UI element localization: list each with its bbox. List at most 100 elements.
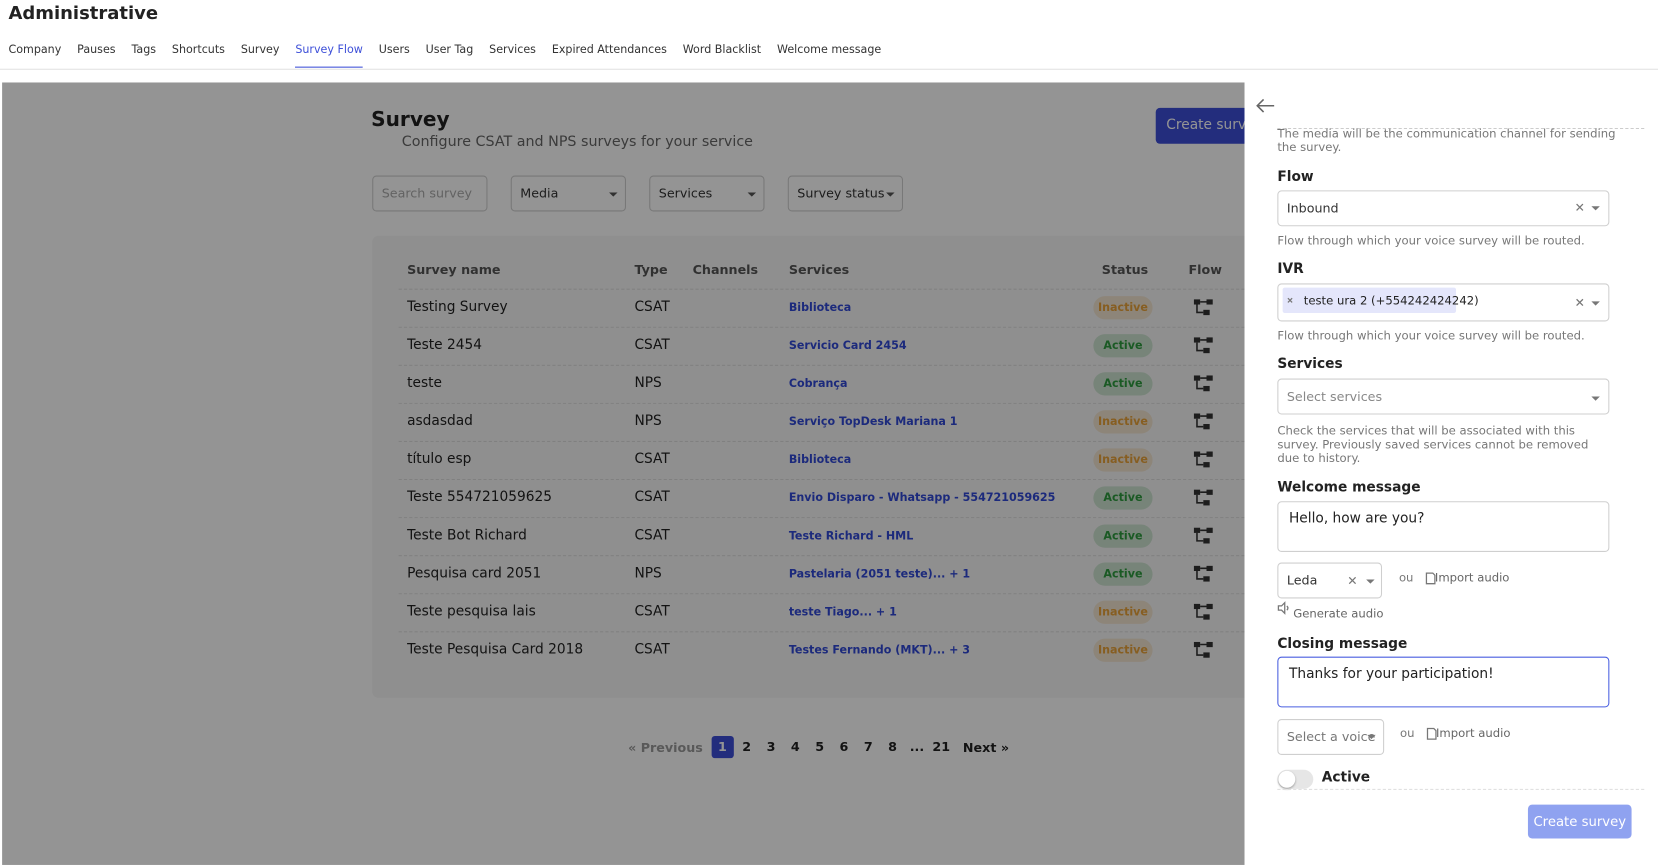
tab[interactable]: Users (378, 43, 410, 57)
page-subtitle: Configure CSAT and NPS surveys for your … (401, 133, 753, 151)
service-link[interactable]: teste Tiago... + 1 (788, 605, 897, 619)
survey-type: CSAT (634, 299, 670, 316)
survey-table: Survey name Type Channels Services Status Flo… (372, 235, 1245, 698)
page-number[interactable]: 7 (863, 739, 873, 754)
page-number[interactable]: ... (909, 739, 925, 754)
page-title: Survey (371, 107, 450, 132)
status-badge: Inactive (1093, 638, 1153, 662)
flow-icon[interactable] (1193, 451, 1213, 469)
flow-icon[interactable] (1193, 299, 1213, 316)
flow-icon[interactable] (1193, 603, 1213, 621)
tab[interactable]: User Tag (425, 43, 474, 57)
media-filter[interactable]: Media (510, 175, 626, 212)
service-link[interactable]: Biblioteca (788, 453, 852, 467)
tab[interactable]: Pauses (77, 43, 116, 57)
tab[interactable]: Services (489, 43, 536, 57)
status-badge: Inactive (1093, 296, 1153, 320)
survey-name: Pesquisa card 2051 (407, 565, 542, 582)
flow-icon[interactable] (1193, 337, 1213, 354)
page-number[interactable]: 21 (932, 739, 951, 754)
survey-name: teste (407, 375, 442, 392)
flow-icon[interactable] (1193, 489, 1213, 507)
survey-name: asdasdad (407, 413, 473, 430)
page-number[interactable]: 4 (790, 739, 800, 754)
closing-textarea[interactable]: Thanks for your participation! (1277, 656, 1610, 708)
search-input[interactable]: Search survey (372, 175, 488, 212)
service-link[interactable]: Testes Fernando (MKT)... + 3 (788, 643, 971, 657)
back-arrow[interactable] (1255, 97, 1276, 114)
survey-type: NPS (634, 375, 662, 392)
generate-audio[interactable]: Generate audio (1293, 606, 1384, 621)
service-link[interactable]: Biblioteca (788, 301, 852, 315)
services-select[interactable]: Select services (1277, 378, 1610, 415)
status-badge: Active (1093, 334, 1153, 358)
survey-name: Testing Survey (407, 299, 508, 316)
tab[interactable]: Tags (131, 43, 157, 57)
page-number[interactable]: 8 (888, 739, 898, 754)
tab[interactable]: Welcome message (777, 43, 882, 57)
caret (609, 192, 895, 197)
help-text: Flow through which your voice survey wil… (1277, 233, 1585, 248)
overlay[interactable] (2, 82, 1245, 865)
tab[interactable]: Shortcuts (171, 43, 225, 57)
service-link[interactable]: Envio Disparo - Whatsapp - 554721059625 (788, 491, 1056, 505)
tab[interactable]: Company (8, 43, 62, 57)
toggle-label: Active (1321, 769, 1371, 786)
survey-type: CSAT (634, 451, 670, 468)
service-link[interactable]: Pastelaria (2051 teste)... + 1 (788, 567, 971, 581)
survey-name: Teste Bot Richard (407, 527, 527, 544)
services-filter[interactable]: Services (649, 175, 765, 212)
import-audio[interactable]: Import audio (1434, 570, 1510, 585)
survey-name: Teste 2454 (407, 337, 482, 354)
survey-type: CSAT (634, 527, 670, 544)
or-text: ou (1399, 726, 1415, 741)
create-button[interactable]: Create survey (1155, 107, 1245, 144)
service-link[interactable]: Servicio Card 2454 (788, 339, 907, 353)
submit-button[interactable]: Create survey (1527, 804, 1632, 839)
field-label: Services (1277, 356, 1343, 373)
tab[interactable]: Survey (240, 43, 280, 57)
survey-type: CSAT (634, 337, 670, 354)
service-link[interactable]: Teste Richard - HML (788, 529, 914, 543)
field-label: IVR (1277, 261, 1304, 278)
page-number[interactable]: 2 (742, 739, 752, 754)
tab[interactable]: Word Blacklist (682, 43, 762, 57)
field-label: Flow (1277, 169, 1314, 186)
pager-row: « Previous 1 2 3 4 5 6 7 8... 21 Next » (628, 735, 1010, 759)
flow-icon[interactable] (1193, 413, 1213, 430)
welcome-textarea[interactable]: Hello, how are you? (1277, 501, 1610, 552)
ivr-tag[interactable] (1282, 287, 1457, 313)
panel-icons (1277, 203, 1600, 740)
column-header: Services (788, 262, 850, 278)
import-audio[interactable]: Import audio (1435, 726, 1511, 741)
tab[interactable]: Survey Flow (295, 43, 363, 68)
page-number[interactable]: 1 (711, 735, 734, 759)
flow-icon[interactable] (1193, 641, 1213, 659)
service-link[interactable]: Serviço TopDesk Mariana 1 (788, 415, 958, 429)
status-badge: Active (1093, 372, 1153, 396)
divider (1277, 127, 1645, 130)
survey-page: Survey Configure CSAT and NPS surveys fo… (2, 82, 1245, 865)
column-header: Status (1101, 262, 1149, 278)
page-number[interactable]: 5 (815, 739, 825, 754)
survey-type: NPS (634, 413, 662, 430)
status-badge: Inactive (1093, 600, 1153, 624)
field-label: Closing message (1277, 636, 1408, 653)
pager-previous[interactable]: « Previous (628, 739, 703, 755)
flow-icon[interactable] (1193, 527, 1213, 545)
active-toggle[interactable] (1277, 769, 1314, 789)
tab[interactable]: Expired Attendances (551, 43, 667, 57)
flow-select[interactable]: Inbound (1277, 190, 1610, 227)
voice-select[interactable]: Leda (1277, 562, 1383, 599)
survey-type: CSAT (634, 489, 670, 506)
pager-next[interactable]: Next » (962, 739, 1010, 755)
voice-select[interactable]: Select a voice (1277, 719, 1385, 755)
page-number[interactable]: 6 (839, 739, 849, 754)
page-number[interactable]: 3 (766, 739, 776, 754)
flow-icon[interactable] (1193, 375, 1213, 392)
flow-icon[interactable] (1193, 565, 1213, 583)
survey-name: Teste 554721059625 (407, 489, 552, 506)
status-filter[interactable]: Survey status (787, 175, 904, 212)
service-link[interactable]: Cobrança (788, 377, 848, 391)
